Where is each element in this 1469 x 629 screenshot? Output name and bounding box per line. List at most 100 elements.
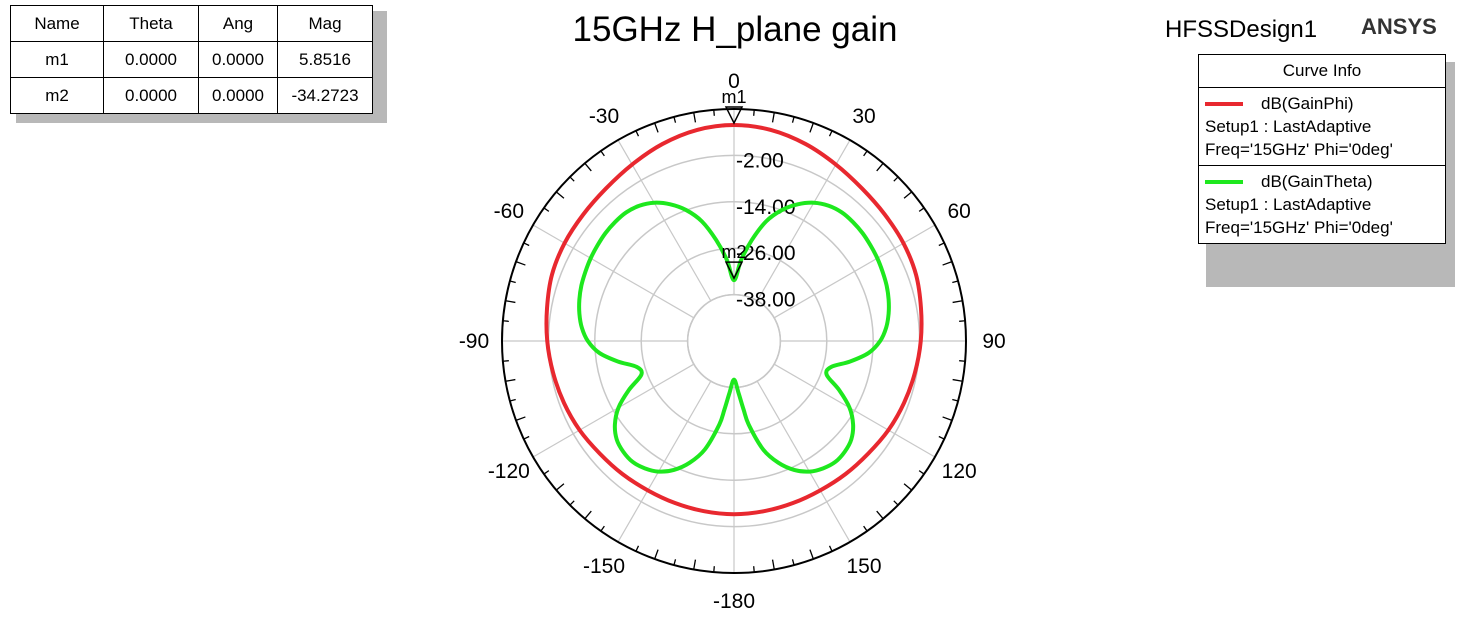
radial-label: -38.00 (736, 289, 796, 312)
tick-mark (959, 360, 966, 362)
angle-label: 120 (942, 460, 977, 483)
grid-spoke (532, 363, 695, 458)
tick-mark (523, 242, 530, 247)
tick-mark (952, 300, 963, 304)
legend-setup: Setup1 : LastAdaptive (1205, 195, 1372, 214)
angle-label: 0 (728, 70, 740, 93)
marker-table[interactable]: Name Theta Ang Mag m1 0.0000 0.0000 5.85… (10, 5, 373, 114)
tick-mark (753, 109, 755, 116)
tick-mark (555, 191, 565, 199)
table-cell: 0.0000 (198, 41, 278, 78)
tick-mark (942, 416, 953, 421)
tick-mark (959, 320, 966, 322)
radial-labels: -2.00 -14.00 -26.00 -38.00 (736, 149, 796, 311)
angle-labels: 0 30 60 90 120 150 -180 -150 -120 -90 -60 -30 (459, 70, 1006, 613)
marker-table-container: Name Theta Ang Mag m1 0.0000 0.0000 5.85… (10, 5, 387, 123)
tick-mark (600, 525, 605, 532)
legend-series-name: dB(GainPhi) (1261, 94, 1354, 113)
angle-label: 150 (846, 555, 881, 578)
angle-label: -90 (459, 330, 489, 353)
tick-mark (505, 300, 516, 304)
marker-m2 (724, 261, 744, 280)
table-cell: 5.8516 (277, 41, 373, 78)
tick-mark (952, 280, 959, 284)
tick-mark (809, 549, 814, 560)
legend-freq: Freq='15GHz' Phi='0deg' (1205, 140, 1393, 159)
polar-markers: m1 m2 (721, 87, 747, 280)
tick-mark (555, 483, 565, 491)
tick-mark (569, 176, 575, 182)
polar-curves (544, 123, 924, 517)
legend-freq: Freq='15GHz' Phi='0deg' (1205, 218, 1393, 237)
grid-spoke (773, 224, 936, 319)
tick-mark (893, 176, 899, 182)
legend-swatch-gainphi (1205, 101, 1243, 106)
series-line-gainphi (544, 123, 924, 517)
marker-table-header-row: Name Theta Ang Mag (10, 5, 373, 42)
tick-mark (654, 122, 659, 133)
tick-mark (893, 500, 899, 506)
grid-spoke (756, 139, 851, 302)
tick-mark (713, 109, 715, 116)
tick-mark (903, 483, 913, 491)
design-name: HFSSDesign1 (1165, 16, 1318, 43)
tick-mark (600, 150, 605, 157)
grid-spoke (532, 224, 695, 319)
series-line-gaintheta (577, 200, 891, 474)
tick-mark (502, 320, 509, 322)
tick-mark (863, 150, 868, 157)
tick-mark (713, 566, 715, 573)
angle-label: -60 (494, 200, 524, 223)
marker-row-m2[interactable]: m2 0.0000 0.0000 -34.2723 (10, 77, 373, 114)
tick-mark (509, 398, 516, 402)
marker-col-mag: Mag (277, 5, 373, 42)
tick-mark (523, 435, 530, 440)
marker-row-m1[interactable]: m1 0.0000 0.0000 5.8516 (10, 41, 373, 78)
marker-col-ang: Ang (198, 5, 278, 42)
legend-setup: Setup1 : LastAdaptive (1205, 117, 1372, 136)
radial-label: -14.00 (736, 196, 796, 219)
table-cell: 0.0000 (198, 77, 278, 114)
tick-mark (654, 549, 659, 560)
angle-label: -30 (589, 105, 619, 128)
tick-mark (791, 116, 795, 123)
tick-mark (693, 559, 697, 570)
tick-mark (505, 378, 516, 382)
marker-label-m1: m1 (721, 87, 746, 107)
tick-mark (584, 510, 592, 520)
grid-spoke (773, 363, 936, 458)
legend-entry-gainphi[interactable]: dB(GainPhi) Setup1 : LastAdaptive Freq='… (1199, 88, 1445, 165)
legend-header: Curve Info (1199, 55, 1445, 88)
tick-mark (515, 261, 526, 266)
tick-mark (938, 435, 945, 440)
tick-mark (828, 545, 833, 552)
tick-mark (903, 191, 913, 199)
tick-mark (771, 559, 775, 570)
tick-mark (828, 130, 833, 137)
marker-label-m2: m2 (721, 242, 746, 262)
angle-label: -180 (713, 590, 755, 613)
tick-mark (635, 545, 640, 552)
tick-mark (876, 162, 884, 172)
tick-mark (938, 242, 945, 247)
grid-spoke (756, 380, 851, 543)
marker-m1 (724, 106, 744, 125)
tick-mark (673, 559, 677, 566)
table-cell: 0.0000 (103, 41, 199, 78)
table-cell: 0.0000 (103, 77, 199, 114)
radial-label: -26.00 (736, 242, 796, 265)
chart-title: 15GHz H_plane gain (572, 10, 898, 49)
tick-mark (791, 559, 795, 566)
grid-spoke (617, 139, 712, 302)
table-cell: -34.2723 (277, 77, 373, 114)
radial-label: -2.00 (736, 149, 784, 172)
tick-mark (502, 360, 509, 362)
grid-spoke (617, 380, 712, 543)
tick-mark (543, 207, 550, 212)
angle-label: -120 (488, 460, 530, 483)
legend-swatch-gaintheta (1205, 179, 1243, 184)
curve-info-legend[interactable]: Curve Info dB(GainPhi) Setup1 : LastAdap… (1198, 54, 1446, 244)
legend-entry-gaintheta[interactable]: dB(GainTheta) Setup1 : LastAdaptive Freq… (1199, 165, 1445, 243)
tick-mark (753, 566, 755, 573)
